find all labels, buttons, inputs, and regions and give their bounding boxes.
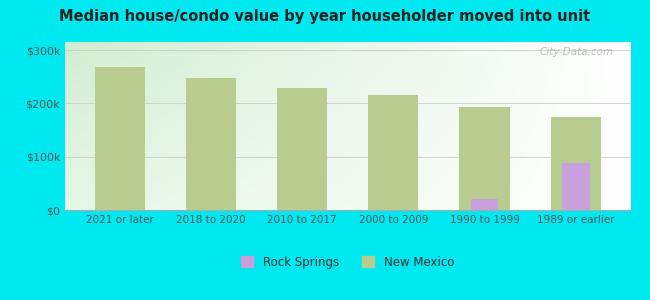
Legend: Rock Springs, New Mexico: Rock Springs, New Mexico	[235, 250, 460, 275]
Bar	[551, 117, 601, 210]
Bar	[186, 78, 236, 210]
Text: City-Data.com: City-Data.com	[540, 47, 614, 57]
Bar	[562, 163, 590, 210]
Bar	[460, 106, 510, 210]
Bar	[277, 88, 327, 210]
Bar	[369, 95, 419, 210]
Bar	[95, 67, 145, 210]
Text: Median house/condo value by year householder moved into unit: Median house/condo value by year househo…	[59, 9, 591, 24]
Bar	[471, 199, 499, 210]
